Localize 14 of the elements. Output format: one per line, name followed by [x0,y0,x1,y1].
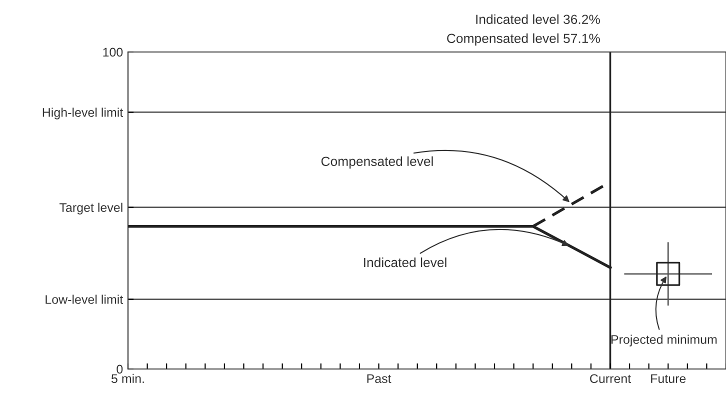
y-tick-label: 100 [103,48,123,57]
text: Compensated level 57.1% [447,33,600,46]
x-tick-label: Past [367,374,392,384]
x-tick-label: Current [590,374,632,384]
x-tick-label: 5 min. [111,374,144,384]
y-tick-label: High-level limit [42,108,124,120]
text: Compensated level [321,156,433,169]
text: Projected minimum [612,334,717,346]
y-tick-label: 0 [116,364,123,374]
text: Indicated level [364,257,446,268]
text: Indicated level 36.2% [476,14,600,24]
y-tick-label: Low-level limit [46,294,124,304]
y-tick-label: Target level [60,202,122,214]
x-tick-label: Future [651,374,686,384]
